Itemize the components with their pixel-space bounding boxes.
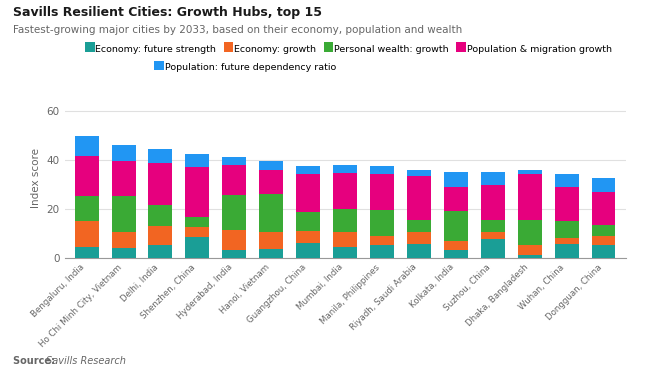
Bar: [333, 209, 357, 232]
Legend: Economy: future strength, Economy: growth, Personal wealth: growth, Population &: Economy: future strength, Economy: growt…: [85, 44, 611, 53]
Bar: [407, 176, 431, 220]
Bar: [333, 164, 357, 173]
Bar: [296, 243, 320, 258]
Bar: [148, 205, 172, 226]
Bar: [370, 210, 394, 236]
Bar: [481, 185, 505, 220]
Bar: [223, 230, 246, 251]
Bar: [333, 173, 357, 209]
Bar: [223, 195, 246, 230]
Bar: [481, 240, 505, 258]
Bar: [296, 212, 320, 231]
Bar: [112, 161, 135, 196]
Bar: [518, 220, 542, 246]
Bar: [148, 226, 172, 246]
Bar: [481, 172, 505, 185]
Y-axis label: Index score: Index score: [31, 148, 41, 208]
Bar: [518, 169, 542, 174]
Bar: [259, 249, 283, 258]
Bar: [555, 244, 579, 258]
Bar: [591, 192, 615, 225]
Bar: [75, 156, 99, 196]
Bar: [112, 248, 135, 258]
Bar: [407, 169, 431, 176]
Bar: [591, 178, 615, 192]
Bar: [112, 196, 135, 232]
Text: Savills Research: Savills Research: [46, 356, 126, 366]
Bar: [75, 136, 99, 156]
Bar: [555, 221, 579, 238]
Bar: [444, 251, 468, 258]
Bar: [591, 225, 615, 236]
Bar: [555, 174, 579, 187]
Bar: [407, 220, 431, 232]
Legend: Population: future dependency ratio: Population: future dependency ratio: [154, 63, 336, 72]
Text: Fastest-growing major cities by 2033, based on their economy, population and wea: Fastest-growing major cities by 2033, ba…: [13, 25, 462, 34]
Bar: [75, 196, 99, 221]
Bar: [296, 174, 320, 212]
Bar: [407, 232, 431, 244]
Bar: [481, 232, 505, 240]
Bar: [370, 236, 394, 246]
Bar: [370, 166, 394, 174]
Bar: [185, 237, 210, 258]
Bar: [370, 246, 394, 258]
Text: Source:: Source:: [13, 356, 58, 366]
Text: Savills Resilient Cities: Growth Hubs, top 15: Savills Resilient Cities: Growth Hubs, t…: [13, 6, 322, 19]
Bar: [296, 166, 320, 174]
Bar: [223, 164, 246, 195]
Bar: [259, 161, 283, 169]
Bar: [591, 236, 615, 246]
Bar: [591, 246, 615, 258]
Bar: [481, 220, 505, 232]
Bar: [333, 247, 357, 258]
Bar: [148, 163, 172, 205]
Bar: [407, 244, 431, 258]
Bar: [518, 246, 542, 255]
Bar: [148, 149, 172, 163]
Bar: [444, 187, 468, 211]
Bar: [148, 246, 172, 258]
Bar: [75, 221, 99, 247]
Bar: [259, 232, 283, 249]
Bar: [518, 255, 542, 258]
Bar: [185, 167, 210, 217]
Bar: [259, 194, 283, 232]
Bar: [185, 153, 210, 167]
Bar: [223, 157, 246, 164]
Bar: [75, 247, 99, 258]
Bar: [333, 232, 357, 247]
Bar: [296, 231, 320, 243]
Bar: [185, 217, 210, 227]
Bar: [555, 238, 579, 244]
Bar: [555, 187, 579, 221]
Bar: [370, 174, 394, 210]
Bar: [185, 227, 210, 237]
Bar: [112, 145, 135, 161]
Bar: [518, 174, 542, 220]
Bar: [444, 172, 468, 187]
Bar: [444, 211, 468, 241]
Bar: [444, 241, 468, 251]
Bar: [259, 169, 283, 194]
Bar: [223, 251, 246, 258]
Bar: [112, 232, 135, 248]
